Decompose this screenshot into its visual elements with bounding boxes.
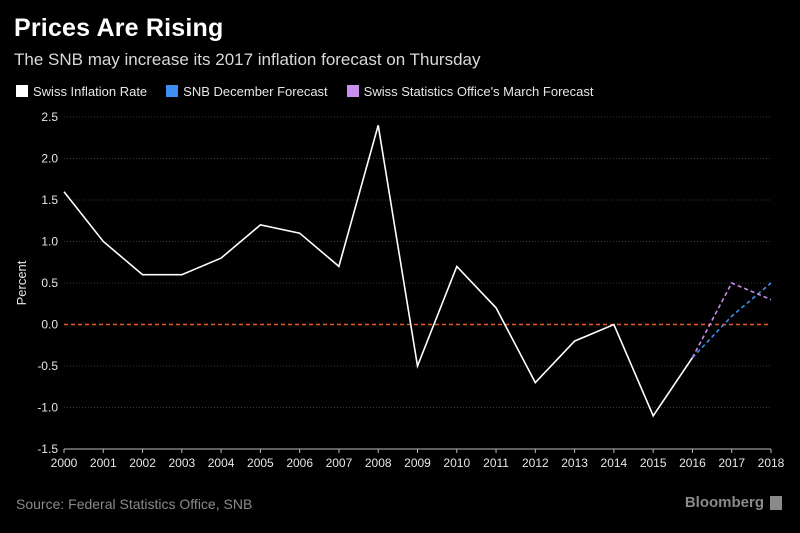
series-line-statistics-forecast [691,281,772,359]
y-tick-label: 1.5 [41,193,58,207]
y-axis-label: Percent [14,260,29,305]
legend-swatch-statistics-forecast [346,85,359,97]
y-tick-label: 2.5 [41,110,58,124]
x-tick-label: 2013 [561,456,588,470]
x-tick-label: 2016 [679,456,706,470]
legend-swatch-snb-forecast [166,85,179,97]
y-tick-label: 2.0 [41,152,58,166]
x-tick-label: 2006 [286,456,313,470]
legend-label-snb-forecast: SNB December Forecast [183,83,328,99]
y-tick-label: 0.5 [41,276,58,290]
y-tick-label: -1.5 [37,442,58,456]
x-tick-label: 2008 [365,456,392,470]
bloomberg-logo-icon [770,496,782,510]
x-tick-label: 2011 [483,456,509,470]
x-tick-label: 2010 [443,456,470,470]
x-tick-label: 2005 [247,456,274,470]
source-note: Source: Federal Statistics Office, SNB [16,496,253,512]
legend-item-snb-forecast: SNB December Forecast [166,84,328,99]
x-tick-label: 2017 [718,456,745,470]
legend: Swiss Inflation Rate SNB December Foreca… [16,80,612,102]
series-layer [63,125,772,418]
x-tick-label: 2014 [601,456,628,470]
x-tick-label: 2015 [640,456,667,470]
y-tick-label: -0.5 [37,359,58,373]
x-tick-label: 2004 [208,456,235,470]
legend-item-inflation: Swiss Inflation Rate [16,84,147,99]
series-line-inflation [63,125,694,418]
chart-subtitle: The SNB may increase its 2017 inflation … [14,50,481,69]
x-tick-label: 2001 [90,456,117,470]
legend-item-statistics-forecast: Swiss Statistics Office's March Forecast [346,83,594,99]
legend-label-statistics-forecast: Swiss Statistics Office's March Forecast [363,83,594,99]
x-tick-label: 2007 [326,456,353,470]
y-tick-label: 0.0 [41,318,58,332]
x-tick-label: 2000 [51,456,78,470]
y-tick-label: -1.0 [37,401,58,415]
x-tick-label: 2012 [522,456,549,470]
x-tick-label: 2009 [404,456,431,470]
x-tick-label: 2018 [758,456,785,470]
legend-swatch-inflation [16,85,28,97]
legend-label-inflation: Swiss Inflation Rate [33,83,148,99]
chart-title: Prices Are Rising [14,14,224,42]
y-tick-label: 1.0 [41,235,58,249]
axis-layer: -1.5 -1.0 -0.5 0.0 0.5 1.0 1.5 2.0 2.5 2000 2001 20… [37,110,784,470]
x-tick-label: 2003 [168,456,195,470]
x-tick-label: 2002 [129,456,156,470]
brand-logo-text: Bloomberg [684,494,764,511]
